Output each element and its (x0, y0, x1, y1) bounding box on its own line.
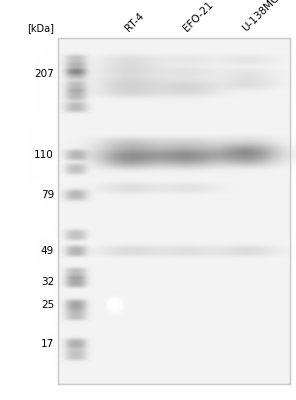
Text: [kDa]: [kDa] (27, 23, 54, 33)
Text: EFO-21: EFO-21 (181, 0, 215, 33)
Text: RT-4: RT-4 (123, 10, 146, 33)
Text: 207: 207 (34, 69, 54, 79)
Text: 79: 79 (41, 190, 54, 200)
Text: 49: 49 (41, 246, 54, 256)
Text: 17: 17 (41, 339, 54, 349)
Text: U-138MG: U-138MG (241, 0, 282, 33)
Text: 25: 25 (41, 300, 54, 310)
Text: 110: 110 (34, 150, 54, 160)
Text: 32: 32 (41, 277, 54, 287)
